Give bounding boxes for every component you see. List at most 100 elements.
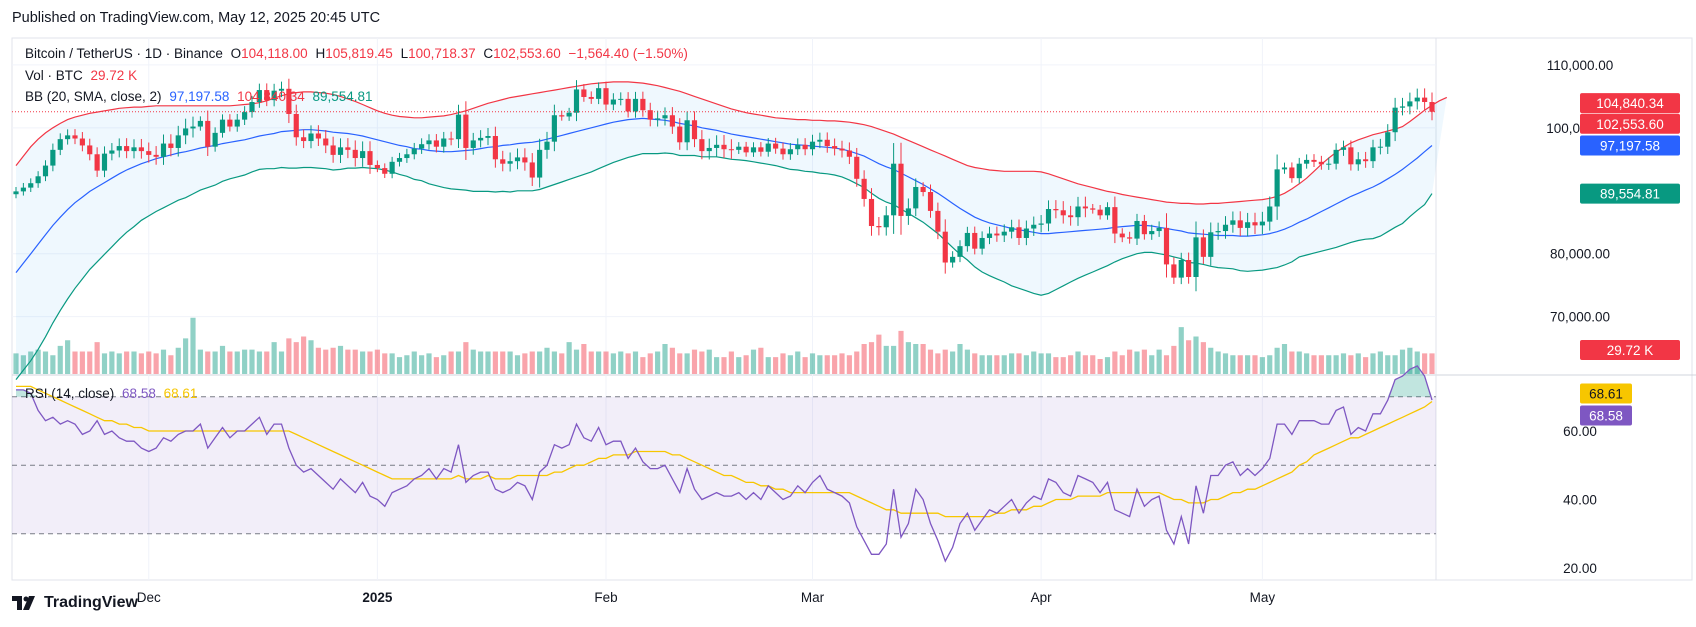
volume-bar xyxy=(802,357,808,374)
candle-body xyxy=(463,114,469,148)
badge-bb-upper-bg xyxy=(1580,93,1680,114)
volume-bar xyxy=(1053,357,1059,374)
candle-body xyxy=(50,149,56,166)
volume-bar xyxy=(537,351,543,374)
volume-bar xyxy=(65,340,71,374)
badge-bb-lower-bg xyxy=(1580,183,1680,204)
candle-body xyxy=(1281,167,1288,170)
candle-body xyxy=(1163,227,1170,265)
volume-bar xyxy=(249,349,255,374)
candle-body xyxy=(1370,147,1376,162)
close-value: 102,553.60 xyxy=(493,46,561,61)
candle-body xyxy=(1333,149,1339,164)
volume-bar xyxy=(551,351,557,374)
candle-body xyxy=(42,165,49,177)
tradingview-logo[interactable]: TradingView xyxy=(12,594,138,612)
candle-body xyxy=(101,153,108,171)
candle-body xyxy=(301,137,307,142)
volume-bar xyxy=(986,355,993,374)
volume-bar xyxy=(669,347,675,374)
candle-body xyxy=(441,138,447,147)
volume-bar xyxy=(573,349,580,374)
volume-bar xyxy=(1215,351,1221,374)
time-tick-label: Apr xyxy=(1031,590,1053,605)
volume-bar xyxy=(337,345,344,374)
candle-body xyxy=(728,149,734,151)
candle-body xyxy=(1119,233,1125,238)
candle-body xyxy=(389,161,395,174)
volume-bar xyxy=(677,353,683,374)
volume-bar xyxy=(28,351,34,374)
bb-mid-value: 97,197.58 xyxy=(169,89,230,104)
symbol-label: Bitcoin / TetherUS · 1D · Binance xyxy=(25,46,223,61)
volume-bar xyxy=(101,353,108,374)
volume-bar xyxy=(87,351,93,374)
candle-body xyxy=(1222,224,1229,232)
candle-body xyxy=(537,149,543,178)
volume-bar xyxy=(714,357,720,374)
candle-body xyxy=(743,146,749,153)
candle-body xyxy=(1060,210,1066,216)
candle-body xyxy=(721,144,727,150)
volume-bar xyxy=(79,351,85,374)
volume-bar xyxy=(559,353,565,374)
candle-body xyxy=(780,148,786,155)
candle-body xyxy=(655,118,661,120)
bb-upper-value: 104,840.34 xyxy=(237,89,305,104)
candle-body xyxy=(1289,167,1295,179)
volume-bar xyxy=(1377,351,1383,374)
volume-bar xyxy=(1311,355,1317,374)
candle-body xyxy=(750,147,757,153)
volume-bar xyxy=(920,344,926,374)
volume-bar xyxy=(153,353,159,374)
candle-body xyxy=(802,144,808,150)
candle-body xyxy=(1326,163,1332,165)
price-tick-label: 70,000.00 xyxy=(1550,310,1610,325)
volume-bar xyxy=(175,347,181,374)
time-tick-label: Feb xyxy=(594,590,617,605)
candle-body xyxy=(1127,237,1133,239)
volume-bar xyxy=(404,355,410,374)
volume-bar xyxy=(632,351,639,374)
volume-bar xyxy=(898,330,904,374)
volume-bar xyxy=(160,349,167,374)
volume-bar xyxy=(448,351,454,374)
candle-body xyxy=(1038,223,1044,225)
volume-bar xyxy=(72,351,78,374)
candle-body xyxy=(736,146,742,150)
candle-body xyxy=(352,149,358,159)
volume-bar xyxy=(1060,357,1066,374)
volume-bar xyxy=(566,342,572,374)
candle-body xyxy=(684,120,690,143)
candle-body xyxy=(242,112,248,120)
candle-body xyxy=(330,145,336,155)
volume-bar xyxy=(389,353,395,374)
candle-body xyxy=(13,191,19,195)
volume-bar xyxy=(972,353,978,374)
candle-body xyxy=(411,148,417,155)
candle-body xyxy=(492,136,498,160)
volume-bar xyxy=(1340,353,1347,374)
volume-value: 29.72 K xyxy=(90,68,138,83)
volume-bar xyxy=(1385,355,1391,374)
candle-body xyxy=(138,147,144,152)
volume-bar xyxy=(1082,355,1088,374)
candle-body xyxy=(839,148,845,151)
candle-body xyxy=(1385,132,1391,147)
price-tick-label: 80,000.00 xyxy=(1550,247,1610,262)
volume-bar xyxy=(1399,349,1406,374)
volume-bar xyxy=(492,351,498,374)
candle-body xyxy=(610,99,616,105)
candle-body xyxy=(677,126,683,143)
legend-volume: Vol · BTC 29.72 K xyxy=(25,68,141,83)
volume-bar xyxy=(330,347,336,374)
candle-body xyxy=(817,139,823,142)
volume-bar xyxy=(323,349,329,374)
candle-body xyxy=(1023,228,1029,238)
rsi-tick-label: 60.00 xyxy=(1563,424,1597,439)
volume-bar xyxy=(905,342,911,374)
volume-bar xyxy=(205,351,211,374)
candle-body xyxy=(795,144,801,150)
candle-body xyxy=(131,147,137,152)
